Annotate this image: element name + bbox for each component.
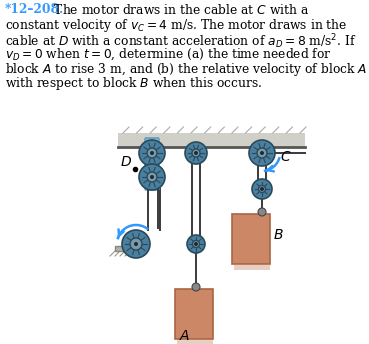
FancyBboxPatch shape	[175, 289, 213, 339]
Circle shape	[185, 142, 207, 164]
Circle shape	[194, 242, 198, 246]
Circle shape	[259, 185, 266, 193]
Text: with respect to block $B$ when this occurs.: with respect to block $B$ when this occu…	[5, 75, 262, 93]
Text: cable at $D$ with a constant acceleration of $a_D = 8$ m/s$^2$. If: cable at $D$ with a constant acceleratio…	[5, 32, 356, 51]
Circle shape	[134, 242, 138, 246]
Circle shape	[147, 172, 157, 182]
Circle shape	[260, 187, 264, 191]
Circle shape	[194, 151, 198, 155]
Circle shape	[192, 283, 200, 291]
Circle shape	[193, 240, 200, 247]
Text: The motor draws in the cable at $C$ with a: The motor draws in the cable at $C$ with…	[50, 3, 309, 17]
Circle shape	[130, 238, 142, 250]
Circle shape	[252, 179, 272, 199]
Text: $C$: $C$	[280, 150, 292, 164]
Text: constant velocity of $v_C = 4$ m/s. The motor draws in the: constant velocity of $v_C = 4$ m/s. The …	[5, 18, 347, 34]
Circle shape	[249, 140, 275, 166]
Circle shape	[187, 235, 205, 253]
FancyBboxPatch shape	[234, 265, 270, 270]
Text: $A$: $A$	[179, 329, 190, 343]
FancyBboxPatch shape	[232, 214, 270, 264]
Text: $D$: $D$	[120, 155, 132, 169]
Text: *12–208.: *12–208.	[5, 3, 64, 16]
Circle shape	[192, 149, 200, 157]
Text: block $A$ to rise 3 m, and (b) the relative velocity of block $A$: block $A$ to rise 3 m, and (b) the relat…	[5, 61, 367, 78]
Circle shape	[257, 148, 267, 158]
Circle shape	[258, 208, 266, 216]
FancyBboxPatch shape	[115, 246, 145, 251]
Circle shape	[150, 175, 154, 179]
Circle shape	[150, 151, 154, 155]
FancyBboxPatch shape	[145, 138, 159, 190]
FancyBboxPatch shape	[177, 340, 213, 344]
Polygon shape	[118, 133, 305, 147]
Text: $v_D = 0$ when $t = 0$, determine (a) the time needed for: $v_D = 0$ when $t = 0$, determine (a) th…	[5, 46, 332, 62]
Circle shape	[122, 230, 150, 258]
Circle shape	[139, 164, 165, 190]
Text: $B$: $B$	[273, 228, 284, 242]
Circle shape	[147, 148, 157, 158]
Circle shape	[260, 151, 264, 155]
Circle shape	[139, 140, 165, 166]
